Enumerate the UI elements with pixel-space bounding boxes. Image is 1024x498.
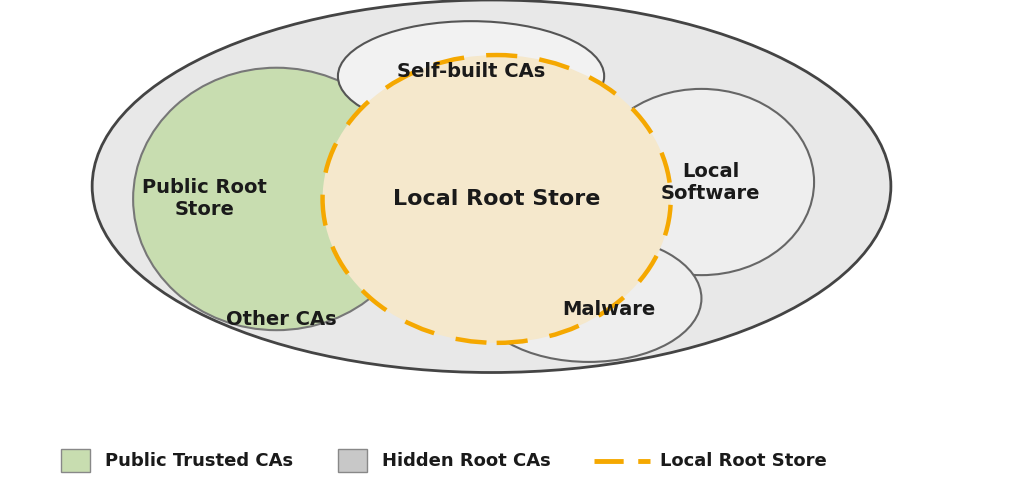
Text: Public Trusted CAs: Public Trusted CAs [105, 452, 294, 470]
Ellipse shape [589, 89, 814, 275]
FancyBboxPatch shape [61, 450, 90, 472]
Ellipse shape [476, 235, 701, 362]
Text: Hidden Root CAs: Hidden Root CAs [382, 452, 551, 470]
Text: Local Root Store: Local Root Store [660, 452, 827, 470]
Text: Self-built CAs: Self-built CAs [397, 62, 545, 82]
FancyBboxPatch shape [338, 450, 367, 472]
Text: Other CAs: Other CAs [226, 310, 337, 329]
Ellipse shape [133, 68, 420, 330]
Text: Public Root
Store: Public Root Store [142, 178, 267, 220]
Text: Local
Software: Local Software [660, 161, 761, 203]
Ellipse shape [338, 21, 604, 131]
Ellipse shape [92, 0, 891, 373]
Ellipse shape [323, 55, 671, 343]
Text: Local Root Store: Local Root Store [393, 189, 600, 209]
Text: Malware: Malware [562, 299, 656, 319]
